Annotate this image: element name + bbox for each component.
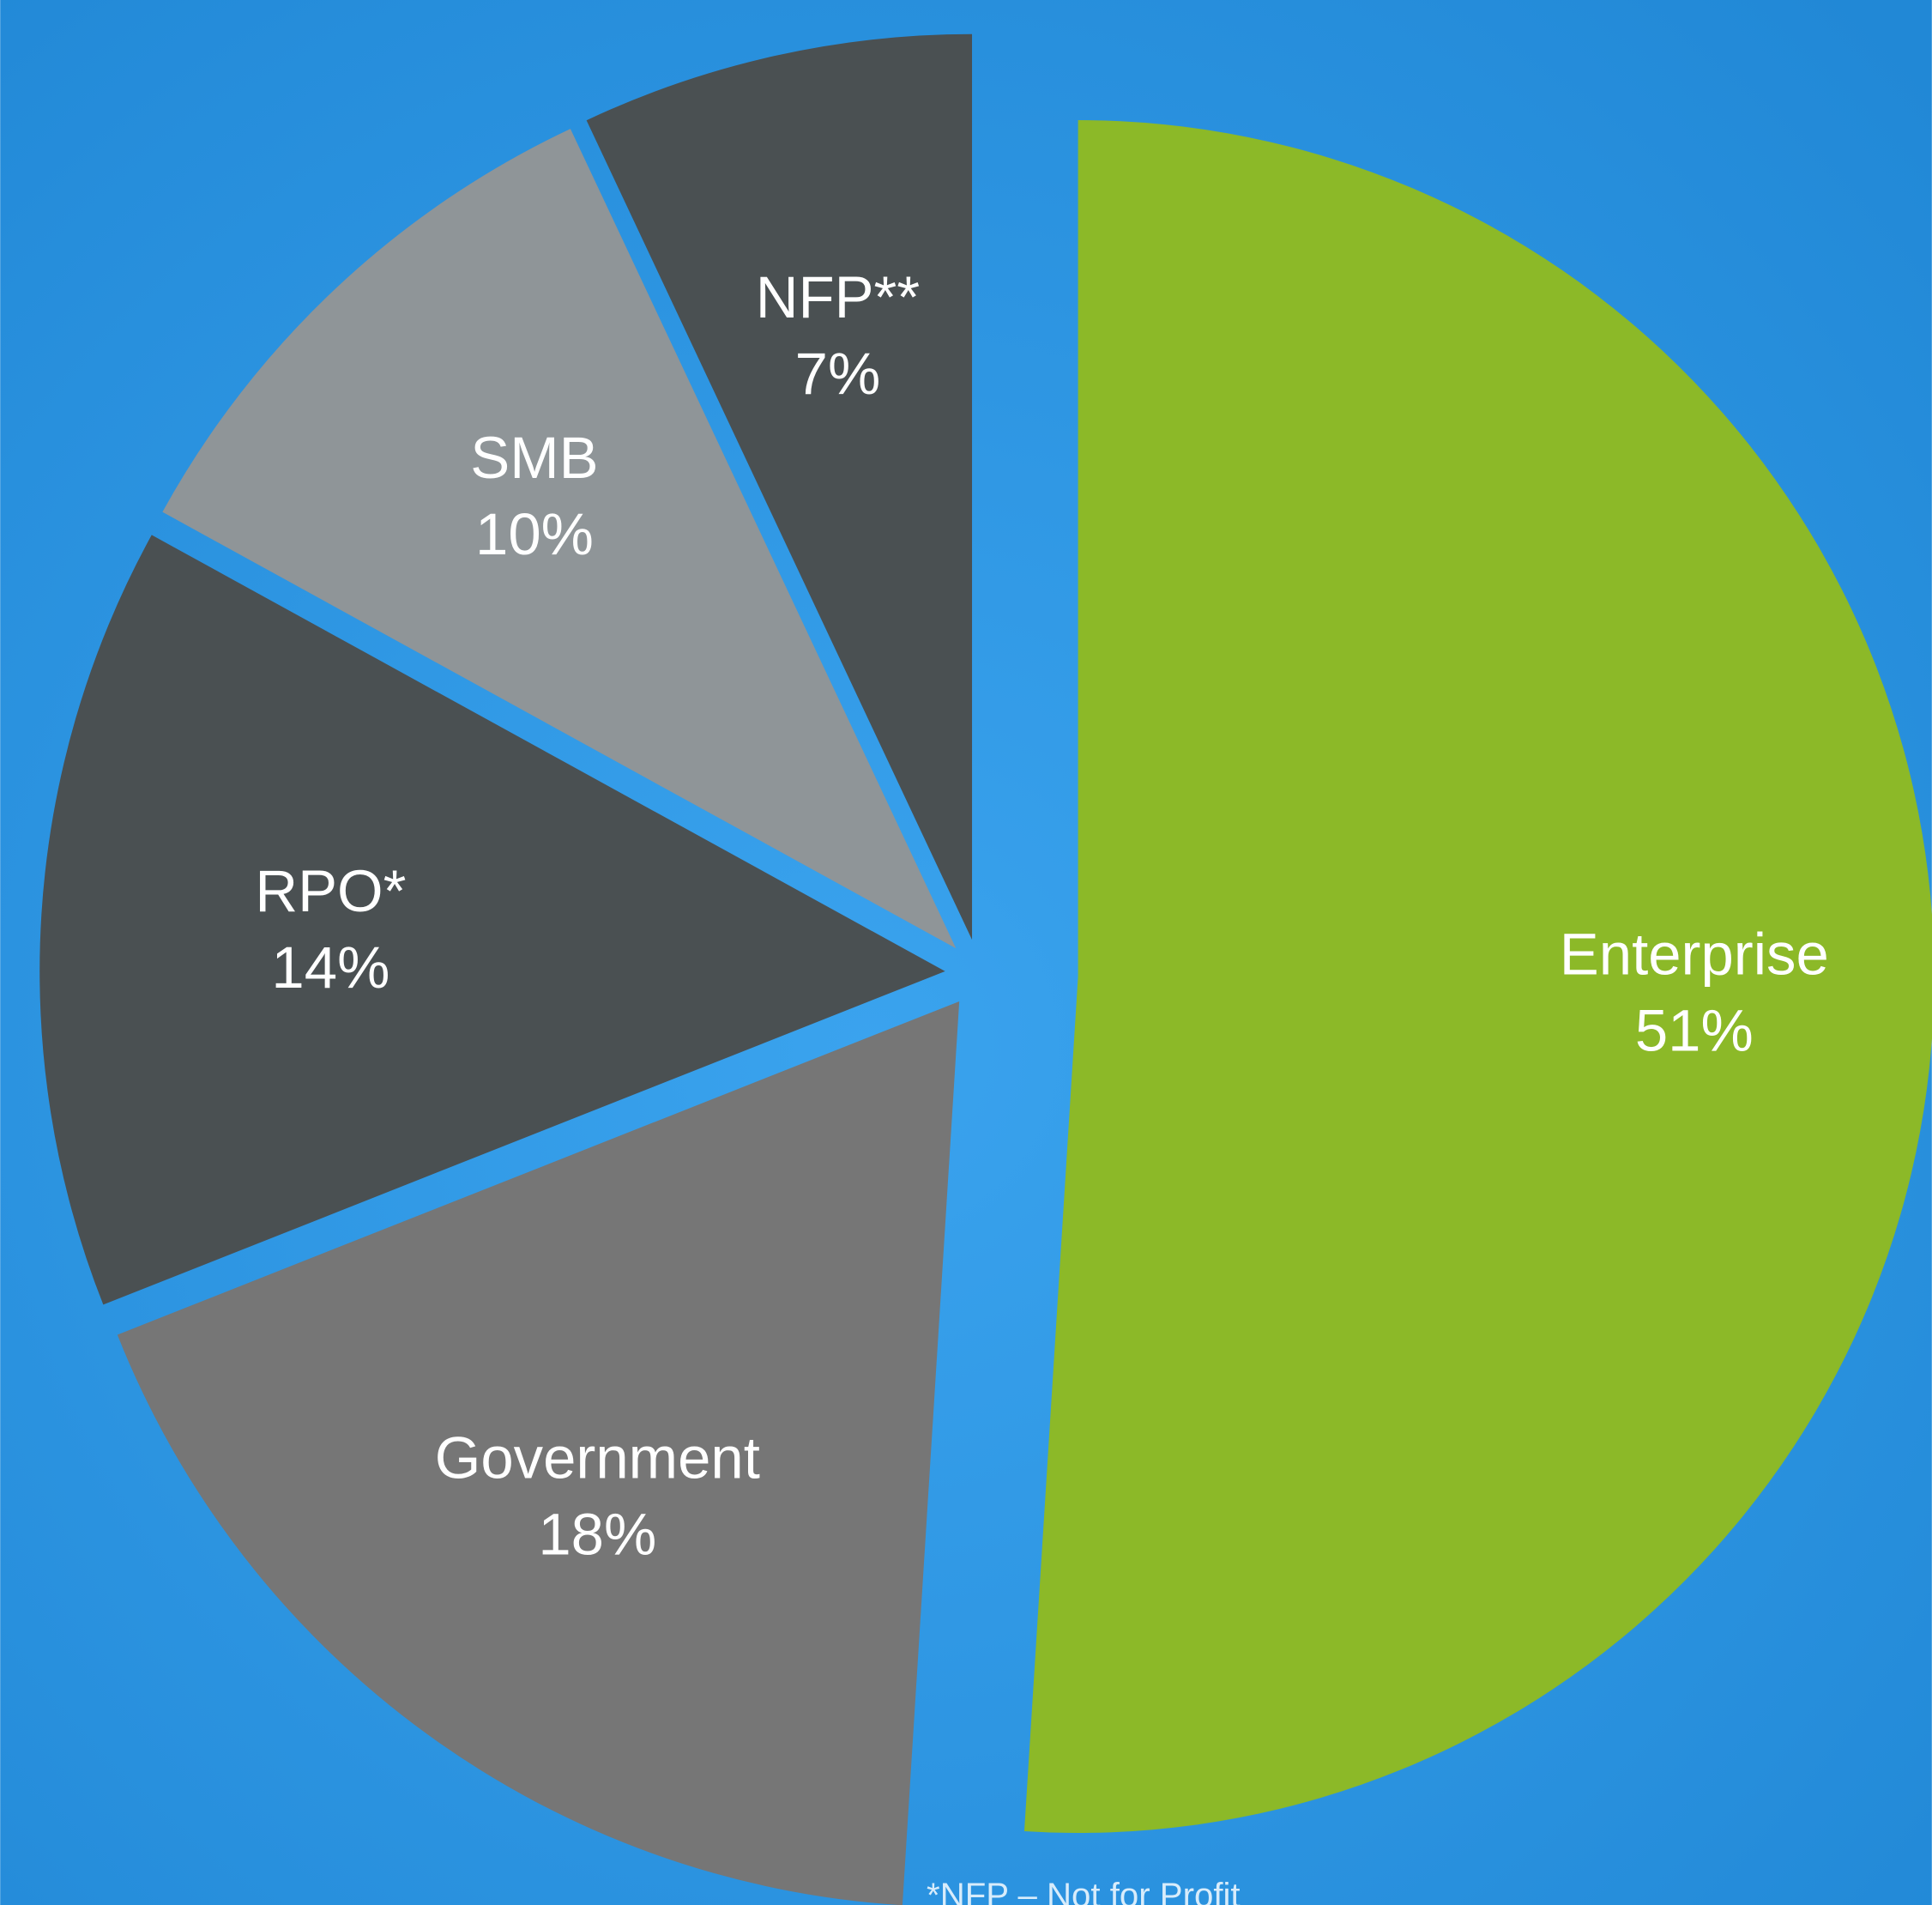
chart: Enterprise 51% Government 18% RPO* 14% SMB 10% N… <box>0 0 1932 1905</box>
slice-label: Government <box>435 1425 760 1491</box>
page: {"chart_data": {"type": "pie", "categori… <box>0 0 1932 1905</box>
slice-label: Enterprise <box>1560 922 1829 988</box>
slice-label: SMB <box>470 425 598 491</box>
footnote: *NFP – Not for Profit <box>927 1876 1241 1905</box>
slice-label: RPO* <box>255 858 406 924</box>
value-label: 10% <box>475 501 594 567</box>
value-label: 18% <box>538 1502 656 1568</box>
slice-label: NFP** <box>756 264 920 330</box>
value-label: 51% <box>1635 998 1754 1064</box>
value-label: 14% <box>271 934 389 1001</box>
value-label: 7% <box>795 341 881 407</box>
